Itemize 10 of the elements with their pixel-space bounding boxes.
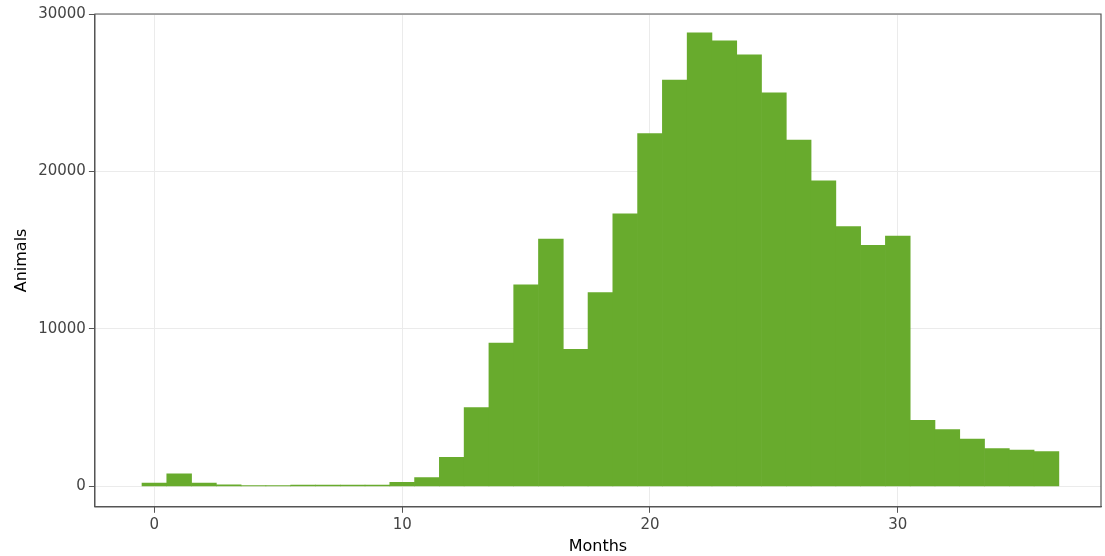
- y-axis-title: Animals: [10, 228, 30, 293]
- y-tick-label: 10000: [38, 318, 86, 337]
- y-tick-label: 30000: [38, 3, 86, 22]
- x-tick-label: 30: [888, 514, 908, 533]
- x-tick-label: 20: [640, 514, 660, 533]
- x-axis-title: Months: [568, 535, 628, 555]
- y-tick-label: 20000: [38, 161, 86, 180]
- x-tick-label: 0: [149, 514, 160, 533]
- y-tick-label: 0: [76, 476, 86, 495]
- x-tick-label: 10: [392, 514, 412, 533]
